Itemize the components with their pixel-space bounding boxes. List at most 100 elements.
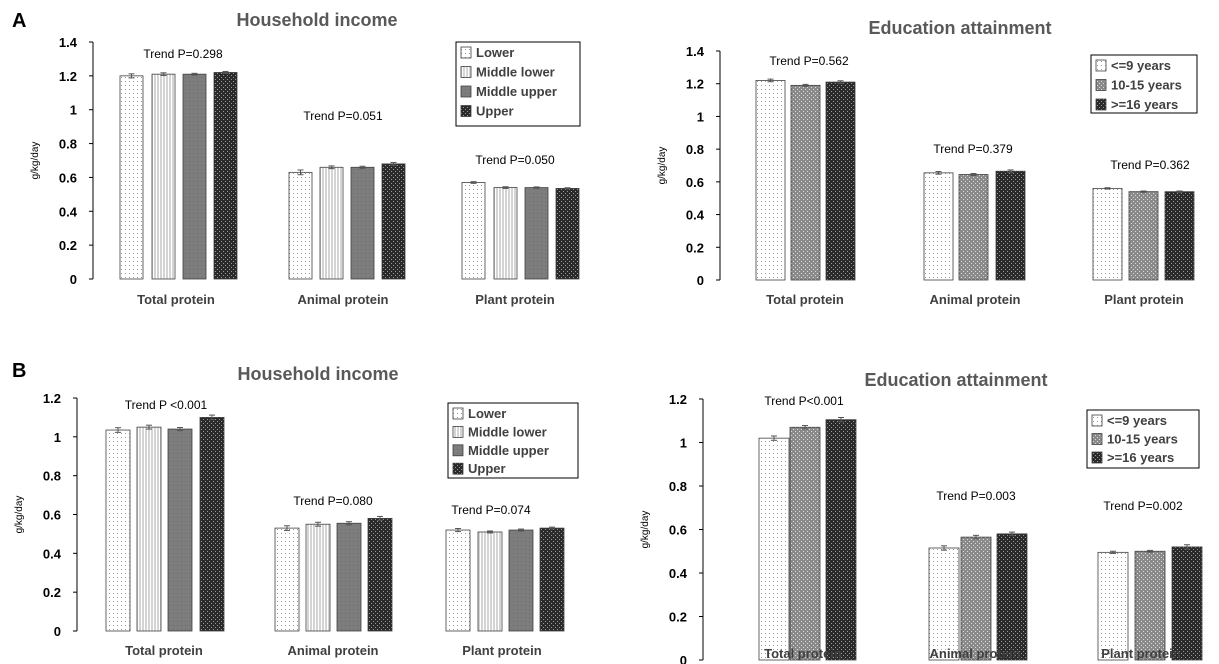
bar-plant-protein-series-2: [524, 187, 549, 280]
trend-annotation: Trend P <0.001: [125, 398, 208, 412]
trend-annotation: Trend P=0.298: [143, 47, 223, 61]
trend-annotation: Trend P=0.080: [293, 494, 373, 508]
legend-box: [455, 41, 581, 127]
legend-swatch: [460, 66, 472, 78]
y-tick-label: 0.6: [686, 175, 704, 190]
y-tick-label: 0.2: [43, 585, 61, 600]
y-tick-label: 1.4: [59, 35, 78, 50]
bar-plant-protein-series-3: [539, 527, 565, 632]
y-tick-label: 0.8: [59, 137, 77, 152]
legend-label: Middle lower: [468, 424, 547, 439]
legend: <=9 years 10-15 years >=16 years: [1086, 409, 1200, 469]
legend-label: >=16 years: [1107, 450, 1174, 465]
y-tick-label: 0.4: [669, 566, 688, 581]
legend-label: Lower: [468, 406, 506, 421]
panel-letter-a: A: [12, 10, 27, 32]
legend-label: Upper: [468, 461, 506, 476]
legend-label: <=9 years: [1111, 58, 1171, 73]
y-tick-label: 0.6: [43, 508, 61, 523]
y-tick-label: 0.2: [686, 240, 704, 255]
legend-swatch: [452, 407, 464, 420]
chart-title: Household income: [236, 10, 397, 30]
category-label: Total protein: [137, 292, 215, 307]
y-tick-label: 1.2: [59, 69, 77, 84]
y-axis-label: g/kg/day: [30, 142, 41, 180]
bar-animal-protein-series-2: [996, 533, 1028, 661]
category-label: Animal protein: [287, 643, 378, 658]
bar-total-protein-series-2: [825, 419, 857, 661]
trend-annotation: Trend P=0.379: [933, 142, 1013, 156]
bar-animal-protein-series-1: [960, 536, 992, 661]
y-tick-label: 0.6: [669, 523, 687, 538]
y-tick-label: 1.2: [686, 77, 704, 92]
bar-total-protein-series-2: [825, 81, 856, 281]
y-tick-label: 0.2: [669, 610, 687, 625]
bar-animal-protein-series-1: [958, 174, 989, 281]
bar-plant-protein-series-1: [1128, 191, 1159, 281]
trend-annotation: Trend P=0.562: [769, 54, 849, 68]
bar-plant-protein-series-0: [1097, 551, 1129, 661]
chart-0: Household income 0 0.2 0.4 0.6 0.8 1 1.2 1.4 g/kg…: [30, 10, 581, 307]
chart-1: Education attainment 0 0.2 0.4 0.6 0.8 1 1.2 1.4…: [657, 18, 1198, 307]
legend-swatch: [460, 105, 472, 117]
category-label: Animal protein: [297, 292, 388, 307]
legend-box: [1090, 54, 1198, 114]
bar-animal-protein-series-2: [336, 522, 362, 632]
chart-2: Household income 0 0.2 0.4 0.6 0.8 1 1.2 g/kg/da…: [14, 364, 579, 658]
bar-plant-protein-series-0: [445, 529, 471, 632]
category-label: Total protein: [764, 646, 842, 661]
bar-animal-protein-series-1: [319, 166, 344, 280]
legend-swatch: [452, 425, 464, 438]
legend-label: 10-15 years: [1111, 78, 1182, 93]
bar-animal-protein-series-0: [288, 171, 313, 280]
legend-box: [447, 402, 579, 479]
legend-box: [1086, 409, 1200, 469]
legend-swatch: [1091, 414, 1103, 427]
y-tick-label: 0: [70, 272, 77, 287]
bar-total-protein-series-1: [136, 426, 162, 632]
y-tick-label: 0.4: [686, 208, 705, 223]
bar-animal-protein-series-2: [350, 166, 375, 280]
bar-plant-protein-series-0: [1092, 187, 1123, 281]
y-tick-label: 1: [680, 436, 687, 451]
chart-3: Education attainment 0 0.2 0.4 0.6 0.8 1 1.2 g/k…: [640, 370, 1203, 664]
bar-animal-protein-series-3: [381, 163, 406, 280]
bar-plant-protein-series-2: [508, 529, 534, 632]
panel-letter-b: B: [12, 360, 27, 382]
legend-label: >=16 years: [1111, 97, 1178, 112]
bar-animal-protein-series-3: [367, 517, 393, 632]
category-label: Plant protein: [475, 292, 555, 307]
y-axis-label: g/kg/day: [657, 147, 668, 185]
legend: Lower Middle lower Middle upper Upper: [447, 402, 579, 479]
y-tick-label: 0.4: [59, 204, 78, 219]
legend-swatch: [1095, 98, 1107, 111]
bar-total-protein-series-1: [790, 84, 821, 281]
y-tick-label: 1.4: [686, 44, 705, 59]
legend-label: Upper: [476, 104, 514, 119]
y-tick-label: 1.2: [669, 392, 687, 407]
y-tick-label: 1: [54, 430, 61, 445]
legend-label: Lower: [476, 45, 514, 60]
bar-animal-protein-series-2: [995, 170, 1026, 281]
legend-label: Middle lower: [476, 65, 555, 80]
legend-swatch: [460, 46, 472, 59]
trend-annotation: Trend P=0.362: [1110, 158, 1190, 172]
trend-annotation: Trend P=0.002: [1103, 499, 1183, 513]
chart-title: Education attainment: [864, 370, 1047, 390]
trend-annotation: Trend P=0.003: [936, 489, 1016, 503]
bar-total-protein-series-0: [105, 429, 131, 632]
y-tick-label: 0.4: [43, 546, 62, 561]
bar-total-protein-series-3: [199, 417, 225, 632]
legend-label: Middle upper: [468, 443, 549, 458]
trend-annotation: Trend P=0.050: [475, 153, 555, 167]
legend-swatch: [452, 444, 464, 457]
y-tick-label: 1: [70, 103, 77, 118]
trend-annotation: Trend P=0.074: [451, 503, 531, 517]
legend-label: 10-15 years: [1107, 432, 1178, 447]
y-tick-label: 1.2: [43, 391, 61, 406]
bar-plant-protein-series-1: [493, 187, 518, 280]
category-label: Animal protein: [929, 292, 1020, 307]
legend-swatch: [452, 462, 464, 475]
legend-swatch: [1095, 59, 1107, 72]
bar-animal-protein-series-1: [305, 523, 331, 632]
